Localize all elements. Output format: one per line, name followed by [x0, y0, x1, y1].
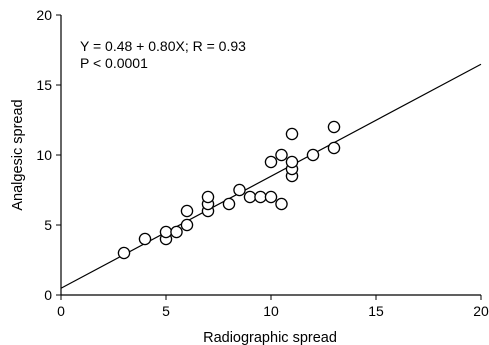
data-point [285, 127, 299, 141]
data-point [159, 225, 173, 239]
data-point [170, 225, 183, 239]
data-point [285, 155, 299, 169]
y-axis-ticks: 0 5 10 15 20 [36, 7, 61, 303]
data-points-layer [117, 120, 341, 260]
data-point [264, 190, 278, 204]
data-point [180, 204, 194, 218]
data-point [327, 120, 341, 134]
data-point [243, 190, 257, 204]
y-tick-label: 15 [36, 77, 52, 93]
y-tick-label: 0 [44, 287, 52, 303]
x-axis-ticks: 0 5 10 15 20 [57, 295, 489, 319]
y-tick-label: 20 [36, 7, 52, 23]
data-point [201, 190, 215, 204]
regression-equation-annotation: Y = 0.48 + 0.80X; R = 0.93 [80, 38, 246, 54]
p-value-annotation: P < 0.0001 [80, 55, 148, 71]
x-tick-label: 15 [368, 303, 384, 319]
x-tick-label: 5 [162, 303, 170, 319]
x-tick-label: 20 [473, 303, 489, 319]
data-point [138, 232, 152, 246]
data-point [264, 155, 278, 169]
data-point [306, 148, 320, 162]
y-tick-label: 5 [44, 217, 52, 233]
data-point [254, 190, 267, 204]
x-axis-title: Radiographic spread [203, 330, 337, 345]
regression-line-layer [60, 63, 482, 289]
x-tick-label: 0 [57, 303, 65, 319]
data-point [117, 246, 131, 260]
data-point [222, 197, 236, 211]
data-point [275, 197, 288, 211]
y-axis-title: Analgesic spread [10, 99, 26, 210]
data-point [233, 183, 246, 197]
regression-line [60, 63, 482, 289]
data-point [180, 218, 194, 232]
data-point [327, 141, 341, 155]
x-tick-label: 10 [263, 303, 279, 319]
y-tick-label: 10 [36, 147, 52, 163]
data-point [275, 148, 288, 162]
